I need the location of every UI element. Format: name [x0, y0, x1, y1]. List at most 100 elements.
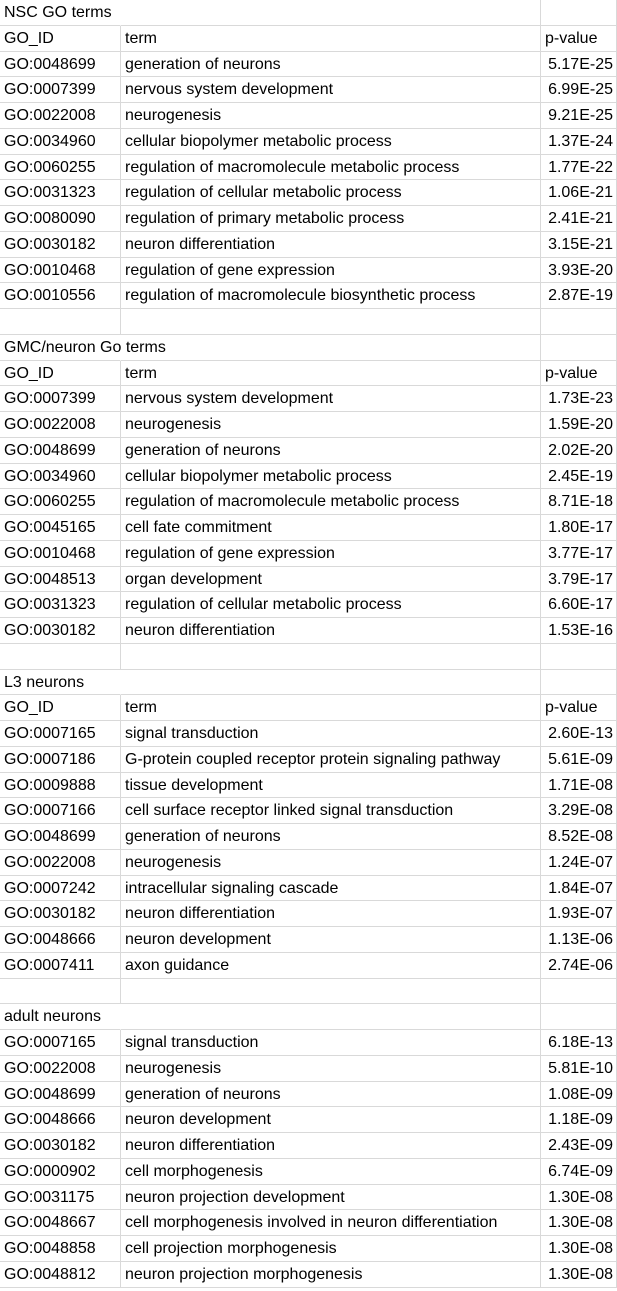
header-term[interactable]: term: [121, 25, 541, 52]
p-value-cell[interactable]: 1.84E-07: [541, 875, 617, 902]
go-id-cell[interactable]: GO:0007411: [0, 952, 121, 979]
term-cell[interactable]: nervous system development: [121, 386, 541, 412]
header-p-value[interactable]: p-value: [541, 695, 617, 721]
p-value-cell[interactable]: 1.30E-08: [541, 1184, 617, 1211]
p-value-cell[interactable]: 6.74E-09: [541, 1158, 617, 1185]
p-value-cell[interactable]: 1.73E-23: [541, 386, 617, 412]
empty-cell[interactable]: [0, 643, 121, 670]
term-cell[interactable]: regulation of cellular metabolic process: [121, 592, 541, 618]
go-id-cell[interactable]: GO:0022008: [0, 849, 121, 876]
term-cell[interactable]: generation of neurons: [121, 51, 541, 78]
header-go-id[interactable]: GO_ID: [0, 360, 121, 387]
go-id-cell[interactable]: GO:0000902: [0, 1158, 121, 1185]
term-cell[interactable]: neuron differentiation: [121, 618, 541, 644]
term-cell[interactable]: cell surface receptor linked signal tran…: [121, 798, 541, 824]
p-value-cell[interactable]: 6.60E-17: [541, 592, 617, 618]
header-p-value[interactable]: p-value: [541, 360, 617, 387]
go-id-cell[interactable]: GO:0022008: [0, 1055, 121, 1082]
empty-cell[interactable]: [541, 669, 617, 696]
term-cell[interactable]: organ development: [121, 566, 541, 593]
term-cell[interactable]: cell morphogenesis involved in neuron di…: [121, 1210, 541, 1236]
term-cell[interactable]: neurogenesis: [121, 412, 541, 438]
section-title[interactable]: NSC GO terms: [0, 0, 121, 26]
go-id-cell[interactable]: GO:0080090: [0, 206, 121, 232]
term-cell[interactable]: regulation of cellular metabolic process: [121, 180, 541, 206]
term-cell[interactable]: signal transduction: [121, 1030, 541, 1056]
go-id-cell[interactable]: GO:0030182: [0, 1133, 121, 1159]
term-cell[interactable]: cell fate commitment: [121, 515, 541, 541]
p-value-cell[interactable]: 2.02E-20: [541, 437, 617, 464]
term-cell[interactable]: tissue development: [121, 772, 541, 799]
empty-cell[interactable]: [121, 643, 541, 670]
header-term[interactable]: term: [121, 360, 541, 387]
p-value-cell[interactable]: 3.79E-17: [541, 566, 617, 593]
term-cell[interactable]: neuron projection development: [121, 1184, 541, 1211]
go-id-cell[interactable]: GO:0031323: [0, 180, 121, 206]
go-id-cell[interactable]: GO:0048666: [0, 927, 121, 953]
term-cell[interactable]: regulation of gene expression: [121, 540, 541, 567]
p-value-cell[interactable]: 1.30E-08: [541, 1236, 617, 1262]
term-cell[interactable]: nervous system development: [121, 77, 541, 103]
p-value-cell[interactable]: 2.41E-21: [541, 206, 617, 232]
go-id-cell[interactable]: GO:0010468: [0, 540, 121, 567]
p-value-cell[interactable]: 5.81E-10: [541, 1055, 617, 1082]
term-cell[interactable]: generation of neurons: [121, 437, 541, 464]
go-id-cell[interactable]: GO:0048513: [0, 566, 121, 593]
term-cell[interactable]: axon guidance: [121, 952, 541, 979]
p-value-cell[interactable]: 1.06E-21: [541, 180, 617, 206]
go-id-cell[interactable]: GO:0022008: [0, 103, 121, 129]
header-go-id[interactable]: GO_ID: [0, 25, 121, 52]
p-value-cell[interactable]: 1.18E-09: [541, 1107, 617, 1133]
go-id-cell[interactable]: GO:0030182: [0, 618, 121, 644]
empty-cell[interactable]: [541, 643, 617, 670]
term-cell[interactable]: cell projection morphogenesis: [121, 1236, 541, 1262]
go-id-cell[interactable]: GO:0007165: [0, 721, 121, 747]
header-go-id[interactable]: GO_ID: [0, 695, 121, 721]
go-id-cell[interactable]: GO:0048699: [0, 437, 121, 464]
p-value-cell[interactable]: 3.15E-21: [541, 231, 617, 258]
go-id-cell[interactable]: GO:0048858: [0, 1236, 121, 1262]
header-term[interactable]: term: [121, 695, 541, 721]
p-value-cell[interactable]: 6.99E-25: [541, 77, 617, 103]
go-id-cell[interactable]: GO:0048812: [0, 1261, 121, 1288]
p-value-cell[interactable]: 2.60E-13: [541, 721, 617, 747]
p-value-cell[interactable]: 8.52E-08: [541, 824, 617, 850]
go-id-cell[interactable]: GO:0048666: [0, 1107, 121, 1133]
term-cell[interactable]: neuron development: [121, 1107, 541, 1133]
go-id-cell[interactable]: GO:0045165: [0, 515, 121, 541]
go-id-cell[interactable]: GO:0031175: [0, 1184, 121, 1211]
section-title[interactable]: L3 neurons: [0, 670, 121, 696]
p-value-cell[interactable]: 6.18E-13: [541, 1030, 617, 1056]
go-id-cell[interactable]: GO:0060255: [0, 489, 121, 515]
go-id-cell[interactable]: GO:0007166: [0, 798, 121, 824]
go-id-cell[interactable]: GO:0007399: [0, 77, 121, 103]
go-id-cell[interactable]: GO:0007399: [0, 386, 121, 412]
term-cell[interactable]: cellular biopolymer metabolic process: [121, 128, 541, 155]
go-id-cell[interactable]: GO:0034960: [0, 463, 121, 490]
empty-cell[interactable]: [121, 0, 541, 26]
p-value-cell[interactable]: 1.13E-06: [541, 927, 617, 953]
go-id-cell[interactable]: GO:0010556: [0, 283, 121, 309]
p-value-cell[interactable]: 5.17E-25: [541, 51, 617, 78]
p-value-cell[interactable]: 3.77E-17: [541, 540, 617, 567]
empty-cell[interactable]: [541, 334, 617, 361]
p-value-cell[interactable]: 3.93E-20: [541, 257, 617, 284]
section-title[interactable]: adult neurons: [0, 1004, 121, 1030]
term-cell[interactable]: neurogenesis: [121, 103, 541, 129]
p-value-cell[interactable]: 1.93E-07: [541, 901, 617, 927]
go-id-cell[interactable]: GO:0030182: [0, 231, 121, 258]
term-cell[interactable]: cell morphogenesis: [121, 1158, 541, 1185]
p-value-cell[interactable]: 1.30E-08: [541, 1210, 617, 1236]
p-value-cell[interactable]: 8.71E-18: [541, 489, 617, 515]
p-value-cell[interactable]: 1.37E-24: [541, 128, 617, 155]
p-value-cell[interactable]: 1.71E-08: [541, 772, 617, 799]
go-id-cell[interactable]: GO:0007242: [0, 875, 121, 902]
empty-cell[interactable]: [121, 978, 541, 1005]
empty-cell[interactable]: [541, 309, 617, 335]
section-title[interactable]: GMC/neuron Go terms: [0, 335, 166, 361]
term-cell[interactable]: cellular biopolymer metabolic process: [121, 463, 541, 490]
p-value-cell[interactable]: 1.53E-16: [541, 618, 617, 644]
go-id-cell[interactable]: GO:0048699: [0, 51, 121, 78]
empty-cell[interactable]: [541, 1004, 617, 1030]
p-value-cell[interactable]: 1.24E-07: [541, 849, 617, 876]
